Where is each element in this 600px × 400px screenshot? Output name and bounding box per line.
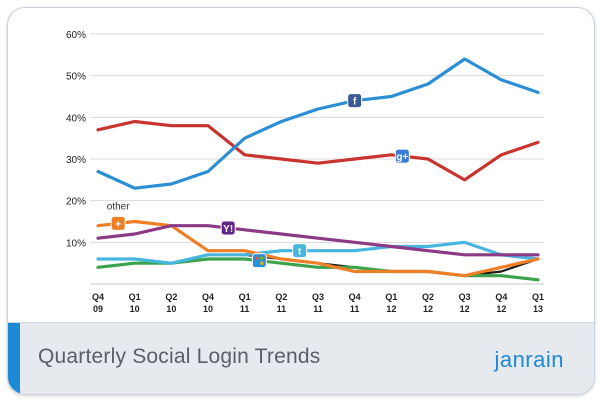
- y-tick-label: 30%: [66, 155, 86, 166]
- x-tick-label-quarter: Q4: [202, 292, 214, 302]
- series-line-yahoo: [96, 224, 540, 257]
- series-line-google: [96, 119, 540, 182]
- plus-icon: [110, 215, 126, 231]
- plus-icon-glyph: +: [115, 219, 121, 230]
- x-tick-label-quarter: Q2: [165, 292, 177, 302]
- x-tick-label-year: 10: [203, 304, 213, 314]
- x-tick-label-quarter: Q4: [92, 292, 104, 302]
- facebook-icon-glyph: f: [353, 97, 357, 108]
- x-tick-label-quarter: Q2: [275, 292, 287, 302]
- windows-icon: [251, 253, 267, 269]
- y-tick-label: 20%: [66, 197, 86, 208]
- x-tick-label-year: 11: [277, 304, 287, 314]
- annotation-other: other: [107, 201, 130, 212]
- x-tick-label-quarter: Q1: [239, 292, 251, 302]
- x-tick-label-year: 12: [423, 304, 433, 314]
- x-tick-label-year: 11: [313, 304, 323, 314]
- facebook-icon: [347, 93, 363, 109]
- x-tick-label-quarter: Q4: [349, 292, 361, 302]
- x-tick-label-year: 13: [533, 304, 543, 314]
- x-tick-label-quarter: Q1: [532, 292, 544, 302]
- series-line-facebook: [96, 57, 540, 190]
- series-line-twitter: [96, 240, 540, 265]
- twitter-icon: [292, 243, 308, 259]
- x-tick-label-year: 12: [386, 304, 396, 314]
- y-tick-label: 10%: [66, 238, 86, 249]
- x-tick-label-year: 10: [130, 304, 140, 314]
- footer-bar: Quarterly Social Login Trends janrain: [8, 322, 594, 394]
- chart-title: Quarterly Social Login Trends: [38, 345, 321, 368]
- y-tick-label: 60%: [66, 30, 86, 41]
- windows-pane-red: [255, 256, 259, 260]
- yahoo-icon: [220, 220, 236, 236]
- x-tick-label-year: 09: [93, 304, 103, 314]
- windows-pane-green: [260, 256, 264, 260]
- google-icon-glyph: g+: [396, 152, 408, 163]
- yahoo-icon-glyph: Y!: [223, 224, 233, 235]
- windows-pane-yellow: [260, 261, 264, 265]
- brand-logo: janrain: [494, 347, 564, 372]
- x-tick-label-year: 11: [240, 304, 250, 314]
- x-tick-label-quarter: Q2: [422, 292, 434, 302]
- x-tick-label-quarter: Q1: [385, 292, 397, 302]
- footer-accent-bar: [8, 323, 20, 394]
- x-tick-label-year: 12: [460, 304, 470, 314]
- line-chart: 10% 20% 30% 40% 50% 60% Q4 09 Q1 10 Q2 10 Q4 10 Q1 11 Q2…: [66, 30, 544, 314]
- x-tick-label-year: 12: [496, 304, 506, 314]
- x-tick-label-year: 10: [166, 304, 176, 314]
- x-tick-label-quarter: Q3: [312, 292, 324, 302]
- windows-pane-blue: [255, 261, 259, 265]
- twitter-icon-glyph: t: [298, 247, 302, 258]
- y-tick-label: 50%: [66, 72, 86, 83]
- chart-card: 10% 20% 30% 40% 50% 60% Q4 09 Q1 10 Q2 10 Q4 10 Q1 11 Q2…: [7, 7, 595, 395]
- x-tick-label-quarter: Q3: [459, 292, 471, 302]
- y-tick-label: 40%: [66, 113, 86, 124]
- google-icon: [394, 148, 410, 164]
- x-tick-label-quarter: Q1: [129, 292, 141, 302]
- x-tick-label-year: 11: [350, 304, 360, 314]
- x-tick-label-quarter: Q4: [495, 292, 507, 302]
